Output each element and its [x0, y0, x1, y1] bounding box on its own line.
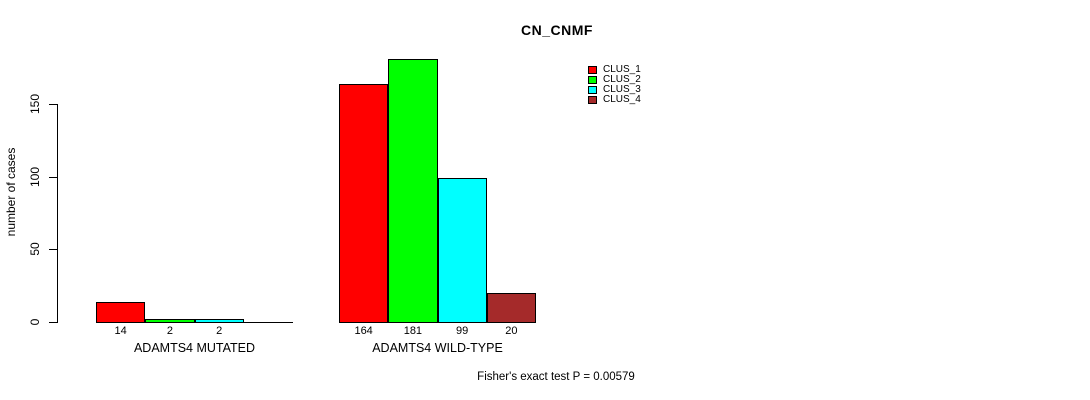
bar-value-label: 181 — [403, 325, 423, 337]
bar-adamts4-mutated-clus_2 — [145, 319, 195, 323]
bar-adamts4-mutated-clus_1 — [96, 302, 145, 323]
legend-item-clus_2: CLUS_2 — [588, 75, 641, 85]
y-tick-mark — [49, 104, 57, 105]
bar-value-label: 2 — [166, 325, 173, 337]
legend-label: CLUS_3 — [603, 84, 641, 95]
y-tick-mark — [49, 249, 57, 250]
y-tick-mark — [49, 322, 57, 323]
y-tick-label: 0 — [28, 318, 42, 326]
bar-value-label: 2 — [216, 325, 223, 337]
legend-label: CLUS_2 — [603, 74, 641, 85]
legend: CLUS_1 CLUS_2 CLUS_3 CLUS_4 — [588, 65, 641, 105]
category-label: ADAMTS4 WILD-TYPE — [372, 341, 503, 355]
bar-adamts4-wild-type-clus_2 — [388, 59, 438, 323]
legend-item-clus_1: CLUS_1 — [588, 65, 641, 75]
bar-value-label: 20 — [505, 325, 518, 337]
y-axis-line — [57, 104, 58, 323]
bar-adamts4-wild-type-clus_3 — [438, 178, 487, 323]
legend-swatch-clus_3 — [588, 86, 597, 94]
bar-adamts4-mutated-clus_3 — [195, 319, 244, 323]
y-axis-label: number of cases — [4, 147, 18, 237]
y-tick-label: 150 — [28, 93, 42, 115]
bar-adamts4-wild-type-clus_4 — [487, 293, 536, 323]
chart-title: CN_CNMF — [521, 22, 593, 38]
legend-item-clus_4: CLUS_4 — [588, 95, 641, 105]
bar-adamts4-wild-type-clus_1 — [339, 84, 388, 323]
bar-value-label: 14 — [114, 325, 127, 337]
legend-label: CLUS_4 — [603, 94, 641, 105]
bar-value-label: 164 — [354, 325, 373, 337]
legend-swatch-clus_2 — [588, 76, 597, 84]
legend-swatch-clus_1 — [588, 66, 597, 74]
legend-item-clus_3: CLUS_3 — [588, 85, 641, 95]
y-tick-mark — [49, 177, 57, 178]
y-tick-label: 50 — [28, 242, 42, 256]
y-tick-label: 100 — [28, 166, 42, 188]
category-label: ADAMTS4 MUTATED — [133, 341, 256, 355]
fisher-test-annotation: Fisher's exact test P = 0.00579 — [477, 371, 635, 383]
legend-swatch-clus_4 — [588, 96, 597, 104]
bar-value-label: 99 — [456, 325, 469, 337]
legend-label: CLUS_1 — [603, 64, 641, 75]
